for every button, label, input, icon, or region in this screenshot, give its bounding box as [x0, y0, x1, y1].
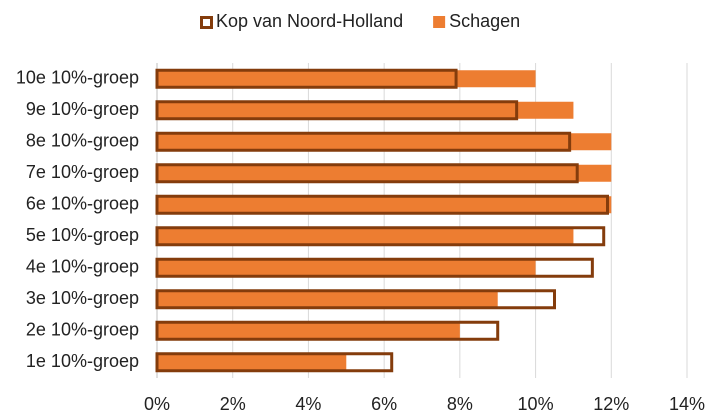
legend-swatch — [433, 16, 446, 28]
bar — [155, 68, 458, 89]
x-tick-label: 10% — [518, 394, 554, 414]
y-tick-label: 1e 10%-groep — [26, 351, 139, 371]
bar — [157, 322, 460, 340]
bar — [157, 290, 498, 308]
y-tick-label: 3e 10%-groep — [26, 288, 139, 308]
x-tick-label: 8% — [447, 394, 473, 414]
bar — [155, 289, 556, 310]
bar — [155, 194, 609, 215]
bar — [157, 164, 612, 182]
bar — [157, 353, 347, 371]
legend-swatch — [200, 16, 213, 29]
bar — [155, 257, 594, 278]
y-tick-label: 2e 10%-groep — [26, 320, 139, 340]
bar — [155, 226, 606, 247]
y-tick-label: 6e 10%-groep — [26, 194, 139, 214]
y-tick-label: 4e 10%-groep — [26, 257, 139, 277]
y-tick-label: 5e 10%-groep — [26, 225, 139, 245]
bar — [157, 133, 612, 151]
bar — [155, 131, 572, 152]
x-tick-label: 14% — [669, 394, 705, 414]
x-tick-label: 12% — [593, 394, 629, 414]
legend-label: Kop van Noord-Holland — [216, 11, 403, 31]
legend-label: Schagen — [449, 11, 520, 31]
bar — [155, 320, 500, 341]
x-tick-label: 6% — [371, 394, 397, 414]
x-tick-label: 4% — [295, 394, 321, 414]
bar — [157, 101, 574, 119]
bar — [155, 100, 519, 121]
y-tick-label: 9e 10%-groep — [26, 99, 139, 119]
x-tick-label: 0% — [144, 394, 170, 414]
y-tick-label: 7e 10%-groep — [26, 162, 139, 182]
bar — [157, 259, 536, 277]
x-tick-label: 2% — [220, 394, 246, 414]
bar — [155, 352, 394, 373]
bar — [157, 196, 612, 214]
y-tick-label: 10e 10%-groep — [16, 68, 139, 88]
bar — [157, 70, 536, 88]
y-tick-label: 8e 10%-groep — [26, 131, 139, 151]
bar — [157, 227, 574, 245]
bar — [155, 163, 579, 184]
